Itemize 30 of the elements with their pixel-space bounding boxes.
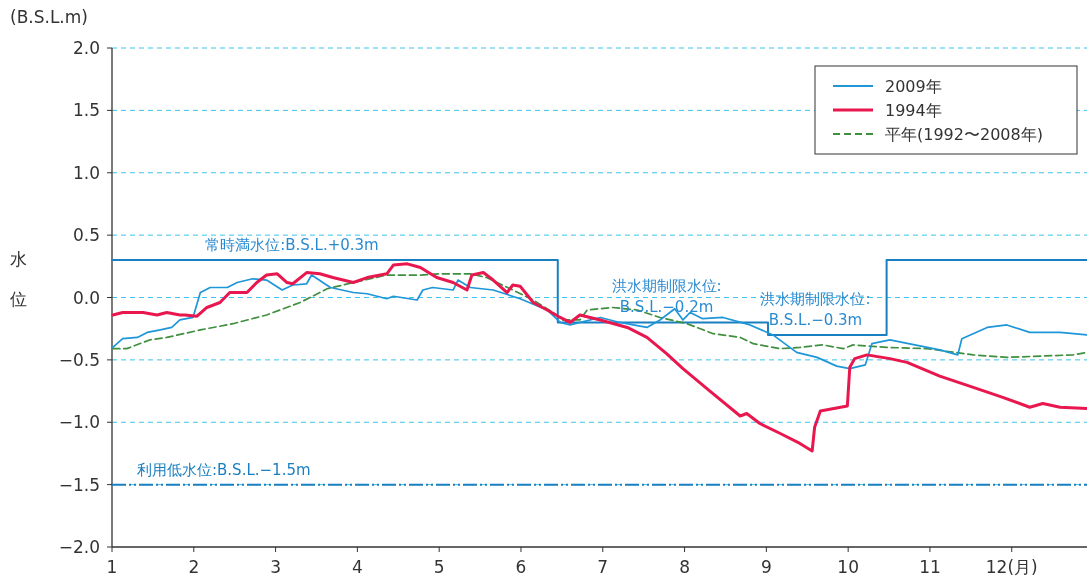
y-tick-label: −2.0 [58, 537, 100, 557]
x-tick-label: 6 [515, 557, 527, 577]
annotation: 洪水期制限水位: B.S.L.−0.2m [611, 277, 722, 317]
annotation: 常時満水位:B.S.L.+0.3m [205, 236, 379, 255]
x-tick-label: 2 [188, 557, 200, 577]
y-tick-label: 1.5 [72, 100, 100, 121]
x-tick-label: 10 [837, 557, 859, 577]
legend-label: 1994年 [885, 101, 942, 120]
y-tick-label: −0.5 [58, 349, 100, 370]
y-axis-title: 水位 [9, 249, 27, 309]
y-tick-label: 0.0 [72, 287, 100, 308]
x-tick-label: 12(月) [985, 557, 1038, 577]
legend-label: 平年(1992〜2008年) [885, 125, 1043, 144]
x-tick-label: 4 [351, 557, 363, 577]
x-tick-label: 7 [597, 557, 609, 577]
y-tick-label: 1.0 [72, 162, 100, 183]
y-tick-label: 0.5 [72, 225, 100, 246]
legend-label: 2009年 [885, 77, 942, 96]
x-tick-label: 9 [760, 557, 772, 577]
x-tick-label: 5 [433, 557, 445, 577]
x-tick-label: 11 [919, 557, 941, 577]
ref-line-label: 利用低水位:B.S.L.−1.5m [137, 460, 311, 479]
x-tick-label: 1 [106, 557, 118, 577]
text: (B.S.L.m) [10, 7, 88, 27]
y-tick-label: −1.0 [58, 412, 100, 433]
ref-line: 利用低水位:B.S.L.−1.5m [111, 460, 1087, 486]
y-tick-label: −1.5 [58, 474, 100, 495]
x-tick-label: 8 [679, 557, 690, 577]
x-tick-label: 3 [270, 557, 281, 577]
y-tick-label: 2.0 [72, 38, 100, 58]
